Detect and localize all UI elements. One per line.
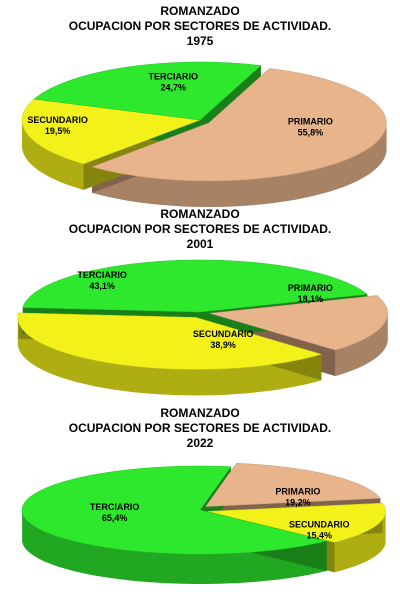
chart-3-title-line-1: ROMANZADO [160,406,240,420]
chart-2-title-line-3: 2001 [186,237,214,251]
slice-label-terciario: TERCIARIO [90,502,140,512]
slice-value-terciario: 24,7% [161,82,187,92]
chart-3-title: ROMANZADO OCUPACION POR SECTORES DE ACTI… [0,406,400,451]
slice-value-primario: 18,1% [298,294,324,304]
chart-2-title-line-1: ROMANZADO [160,207,240,221]
chart-2-title: ROMANZADO OCUPACION POR SECTORES DE ACTI… [0,207,400,252]
slice-primario [91,68,387,182]
slice-secundario [207,502,386,543]
slice-value-terciario: 65,4% [102,513,128,523]
slice-label-primario: PRIMARIO [288,283,333,293]
slice-value-secundario: 15,4% [307,531,333,541]
slice-label-terciario: TERCIARIO [77,270,127,280]
slice-terciario [33,61,262,121]
slice-side-primario [92,123,387,207]
slice-secundario [21,98,201,165]
slice-primario [209,295,388,351]
slice-value-secundario: 19,5% [45,126,71,136]
slice-label-secundario: SECUNDARIO [289,520,350,530]
chart-3-title-line-3: 2022 [186,436,214,450]
slice-value-primario: 19,2% [285,498,311,508]
slice-side-terciario [22,511,327,584]
slice-terciario [21,465,327,555]
slice-side-secundario [334,510,386,573]
chart-1-title-line-2: OCUPACION POR SECTORES DE ACTIVIDAD. [68,19,332,33]
slice-label-primario: PRIMARIO [288,117,333,127]
slice-terciario [22,259,368,313]
pie-tops [21,462,386,555]
slice-label-terciario: TERCIARIO [149,71,199,81]
pie-tops [17,259,388,370]
slice-side-primario [335,312,388,377]
slice-label-secundario: SECUNDARIO [193,329,254,339]
slice-side-secundario [22,120,84,190]
slice-value-terciario: 43,1% [89,281,115,291]
slice-side-secundario [17,317,322,396]
chart-1-title: ROMANZADO OCUPACION POR SECTORES DE ACTI… [0,4,400,49]
slice-label-secundario: SECUNDARIO [27,115,88,125]
chart-3-title-line-2: OCUPACION POR SECTORES DE ACTIVIDAD. [68,421,332,435]
chart-2-title-line-2: OCUPACION POR SECTORES DE ACTIVIDAD. [68,222,332,236]
slice-secundario [17,312,323,370]
slice-value-secundario: 38,9% [210,340,236,350]
chart-1-title-line-3: 1975 [186,34,214,48]
slice-label-primario: PRIMARIO [275,487,320,497]
slice-primario [205,462,381,507]
slice-value-primario: 55,8% [298,128,324,138]
pie-tops [21,61,387,182]
chart-1-title-line-1: ROMANZADO [160,4,240,18]
